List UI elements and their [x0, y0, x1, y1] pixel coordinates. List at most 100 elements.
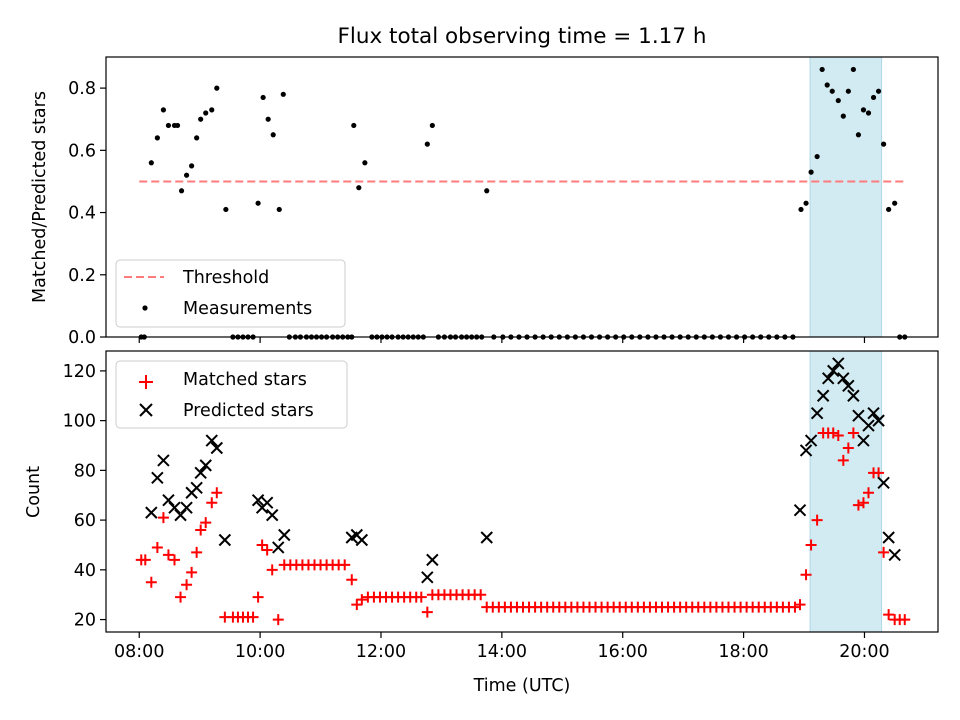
- matched-star-point: [356, 594, 368, 606]
- measurement-point: [850, 66, 856, 73]
- top-axes-frame: [105, 56, 939, 338]
- measurement-point: [870, 94, 877, 101]
- measurement-point: [865, 110, 872, 116]
- bottom-y-axis: 20 40 60 80 100 120: [63, 362, 106, 631]
- matched-star-point: [175, 591, 187, 603]
- measurement-point: [892, 200, 898, 206]
- legend-matched-swatch: [139, 375, 153, 389]
- matched-star-point: [832, 430, 844, 442]
- predicted-star-point: [888, 548, 901, 562]
- chart-title: Flux total observing time = 1.17 h: [338, 24, 707, 49]
- matched-star-point: [186, 566, 198, 578]
- predicted-star-point: [151, 471, 164, 485]
- matched-star-point: [857, 497, 869, 509]
- matched-star-point: [261, 544, 273, 556]
- measurement-point: [835, 97, 841, 104]
- matched-star-point: [191, 546, 203, 558]
- measurement-point: [183, 172, 190, 178]
- measurement-point: [154, 135, 160, 141]
- matched-star-point: [878, 546, 890, 558]
- predicted-star-point: [180, 501, 193, 514]
- matched-star-point: [789, 601, 801, 613]
- predicted-star-point: [877, 476, 890, 490]
- predicted-star-point: [799, 444, 813, 457]
- bottom-axes-frame: [105, 350, 939, 633]
- measurement-point: [280, 91, 286, 97]
- top-ytick-label: 0.6: [68, 141, 96, 161]
- measurement-point: [875, 88, 882, 94]
- measurement-point: [356, 185, 362, 191]
- bottom-y-axis-label: Count: [24, 466, 44, 518]
- xtick-label: 08:00: [114, 642, 164, 662]
- predicted-star-point: [272, 541, 285, 554]
- predicted-star-point: [205, 434, 218, 447]
- legend-predicted-label: Predicted stars: [183, 401, 314, 421]
- matched-star-point: [252, 591, 264, 603]
- xtick-label: 20:00: [839, 642, 889, 662]
- bottom-legend: Matched stars Predicted stars: [115, 360, 348, 429]
- xtick-label: 10:00: [235, 642, 285, 662]
- measurement-point: [214, 85, 220, 91]
- predicted-star-point: [168, 501, 181, 514]
- predicted-star-point: [210, 441, 224, 455]
- predicted-star-point: [426, 553, 439, 567]
- measurement-point: [351, 122, 357, 129]
- matched-star-point: [794, 599, 806, 611]
- measurement-point: [855, 132, 862, 138]
- matched-star-point: [800, 569, 812, 581]
- predicted-star-point: [480, 531, 493, 544]
- top-ytick-label: 0.4: [68, 204, 96, 224]
- xtick-label: 16:00: [598, 642, 648, 662]
- legend-threshold-label: Threshold: [182, 268, 269, 288]
- predicted-star-point: [174, 508, 187, 522]
- matched-star-point: [151, 541, 163, 553]
- matched-star-point: [145, 576, 157, 588]
- matched-stars-series: [135, 427, 911, 626]
- predicted-star-point: [827, 364, 840, 378]
- measurement-point: [881, 141, 887, 147]
- matched-star-point: [351, 599, 363, 611]
- top-ytick-label: 0.2: [68, 266, 96, 286]
- matched-star-point: [157, 512, 169, 524]
- measurement-point: [174, 122, 181, 129]
- measurement-point: [803, 200, 809, 206]
- predicted-star-point: [852, 409, 865, 422]
- top-panel: 0.00.20.40.60.8 Matched/Predicted stars …: [30, 56, 939, 348]
- matched-star-point: [475, 589, 487, 601]
- measurement-point: [886, 206, 892, 213]
- matched-star-point: [272, 614, 284, 626]
- measurement-point: [203, 110, 209, 116]
- predicted-star-point: [355, 533, 369, 547]
- matched-star-point: [256, 539, 268, 551]
- top-y-axis: 0.0 0.2 0.4 0.6 0.8: [68, 79, 106, 348]
- matched-star-point: [139, 554, 151, 566]
- matched-star-point: [211, 487, 223, 499]
- top-ytick-label: 0.8: [68, 79, 96, 99]
- predicted-star-point: [804, 434, 818, 447]
- predicted-star-point: [793, 503, 807, 517]
- matched-star-point: [181, 579, 193, 591]
- predicted-star-point: [816, 389, 830, 402]
- matched-star-point: [266, 564, 278, 576]
- measurement-point: [845, 88, 851, 94]
- predicted-star-point: [867, 406, 880, 420]
- bottom-ytick-label: 40: [74, 561, 96, 581]
- measurement-point: [840, 113, 846, 119]
- measurement-point: [260, 94, 266, 101]
- top-highlight-span: [809, 56, 883, 338]
- measurement-point: [194, 135, 200, 141]
- matched-star-point: [247, 611, 259, 623]
- bottom-ytick-label: 100: [63, 412, 96, 432]
- measurement-point: [148, 160, 154, 166]
- predicted-star-point: [421, 571, 434, 584]
- measurement-point: [819, 66, 825, 73]
- predicted-star-point: [162, 493, 175, 507]
- predicted-star-point: [157, 454, 170, 467]
- matched-star-point: [873, 467, 885, 479]
- matched-star-point: [805, 539, 817, 551]
- legend-predicted-swatch: [139, 403, 153, 417]
- matched-star-point: [852, 499, 864, 511]
- predicted-star-point: [260, 496, 274, 509]
- predicted-star-point: [857, 434, 870, 447]
- predicted-star-point: [190, 481, 203, 494]
